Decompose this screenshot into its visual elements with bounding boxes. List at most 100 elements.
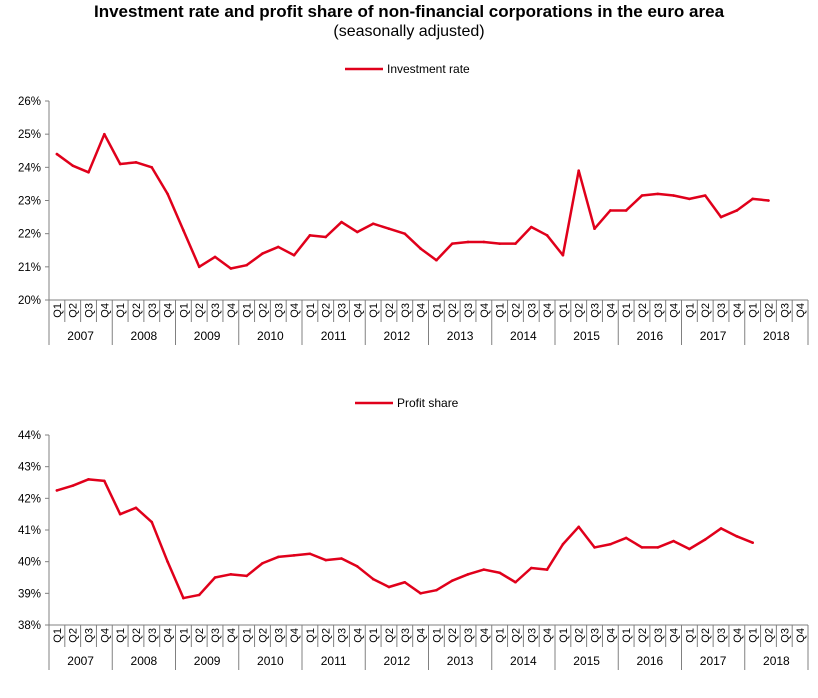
- x-quarter-label: Q4: [163, 303, 175, 318]
- x-quarter-label: Q1: [748, 628, 760, 643]
- x-year-label: 2016: [637, 654, 664, 668]
- x-quarter-label: Q3: [400, 303, 412, 318]
- data-point: [118, 512, 122, 516]
- data-point: [735, 535, 739, 538]
- data-point: [261, 561, 264, 565]
- x-quarter-label: Q1: [431, 303, 443, 318]
- data-point: [356, 230, 359, 234]
- x-quarter-label: Q4: [416, 303, 428, 318]
- x-quarter-label: Q1: [305, 628, 317, 643]
- x-quarter-label: Q1: [115, 303, 127, 318]
- x-quarter-label: Q3: [210, 303, 222, 318]
- data-point: [324, 558, 328, 562]
- data-point: [719, 215, 723, 219]
- x-quarter-label: Q2: [637, 303, 649, 318]
- x-quarter-label: Q1: [495, 303, 507, 318]
- data-point: [213, 255, 217, 259]
- x-quarter-label: Q1: [684, 628, 696, 643]
- x-quarter-label: Q2: [510, 628, 522, 643]
- data-point: [276, 555, 280, 559]
- x-quarter-label: Q1: [368, 628, 380, 643]
- data-point: [403, 580, 407, 584]
- data-point: [118, 162, 122, 166]
- x-quarter-label: Q1: [368, 303, 380, 318]
- data-point: [593, 227, 596, 230]
- data-point: [387, 585, 391, 589]
- x-year-label: 2014: [510, 329, 537, 343]
- x-quarter-label: Q2: [131, 628, 143, 643]
- x-year-label: 2011: [321, 329, 347, 343]
- x-quarter-label: Q1: [748, 303, 760, 318]
- x-quarter-label: Q1: [178, 628, 190, 643]
- x-quarter-label: Q3: [590, 628, 602, 643]
- x-year-label: 2008: [131, 654, 158, 668]
- x-quarter-label: Q1: [621, 628, 633, 643]
- x-quarter-label: Q4: [669, 628, 681, 643]
- x-quarter-label: Q3: [779, 628, 791, 643]
- data-point: [419, 592, 422, 595]
- data-point: [514, 242, 517, 245]
- data-point: [87, 171, 90, 174]
- x-quarter-label: Q3: [147, 303, 159, 318]
- x-quarter-label: Q2: [257, 303, 269, 318]
- x-quarter-label: Q4: [226, 628, 238, 643]
- x-year-label: 2008: [131, 329, 158, 343]
- series-line: [55, 478, 754, 600]
- x-quarter-label: Q3: [463, 303, 475, 318]
- data-point: [703, 194, 707, 197]
- x-quarter-label: Q3: [526, 628, 538, 643]
- x-quarter-label: Q4: [795, 628, 807, 643]
- y-tick-label: 24%: [18, 162, 41, 174]
- x-quarter-label: Q1: [684, 303, 696, 318]
- y-tick-label: 44%: [18, 430, 41, 442]
- x-quarter-label: Q3: [463, 628, 475, 643]
- x-quarter-label: Q2: [447, 303, 459, 318]
- x-quarter-label: Q1: [242, 628, 254, 643]
- data-point: [87, 478, 90, 481]
- x-quarter-label: Q1: [115, 628, 127, 643]
- x-quarter-label: Q3: [210, 628, 222, 643]
- x-quarter-label: Q1: [52, 628, 64, 643]
- x-quarter-label: Q1: [558, 628, 570, 643]
- y-tick-label: 23%: [18, 196, 41, 208]
- data-point: [245, 263, 248, 267]
- data-point: [103, 479, 106, 483]
- x-quarter-label: Q4: [289, 628, 301, 643]
- x-quarter-label: Q4: [99, 303, 111, 318]
- x-quarter-label: Q4: [226, 303, 238, 318]
- x-quarter-label: Q1: [305, 303, 317, 318]
- data-point: [340, 557, 343, 560]
- x-quarter-label: Q2: [700, 303, 712, 318]
- data-point: [245, 574, 248, 578]
- x-quarter-label: Q1: [178, 303, 190, 318]
- x-quarter-label: Q4: [732, 303, 744, 318]
- data-point: [609, 542, 612, 546]
- x-quarter-label: Q1: [558, 303, 570, 318]
- data-point: [593, 546, 596, 549]
- data-point: [640, 194, 644, 197]
- x-quarter-label: Q2: [510, 303, 522, 318]
- data-point: [197, 593, 201, 597]
- x-quarter-label: Q2: [763, 628, 775, 643]
- legend-label: Profit share: [397, 396, 459, 410]
- y-tick-label: 21%: [18, 262, 41, 274]
- data-point: [561, 253, 565, 257]
- x-quarter-label: Q4: [479, 303, 491, 318]
- x-quarter-label: Q2: [321, 303, 333, 318]
- x-year-label: 2012: [384, 329, 411, 343]
- data-point: [261, 252, 264, 255]
- x-quarter-label: Q2: [321, 628, 333, 643]
- y-tick-label: 20%: [18, 295, 41, 307]
- y-tick-label: 39%: [18, 588, 41, 600]
- x-year-label: 2010: [257, 329, 284, 343]
- data-point: [498, 571, 501, 575]
- data-point: [356, 565, 359, 568]
- data-point: [482, 240, 486, 244]
- data-point: [656, 192, 660, 196]
- x-year-label: 2017: [700, 654, 727, 668]
- data-point: [672, 194, 675, 197]
- x-quarter-label: Q3: [526, 303, 538, 318]
- data-point: [751, 541, 754, 544]
